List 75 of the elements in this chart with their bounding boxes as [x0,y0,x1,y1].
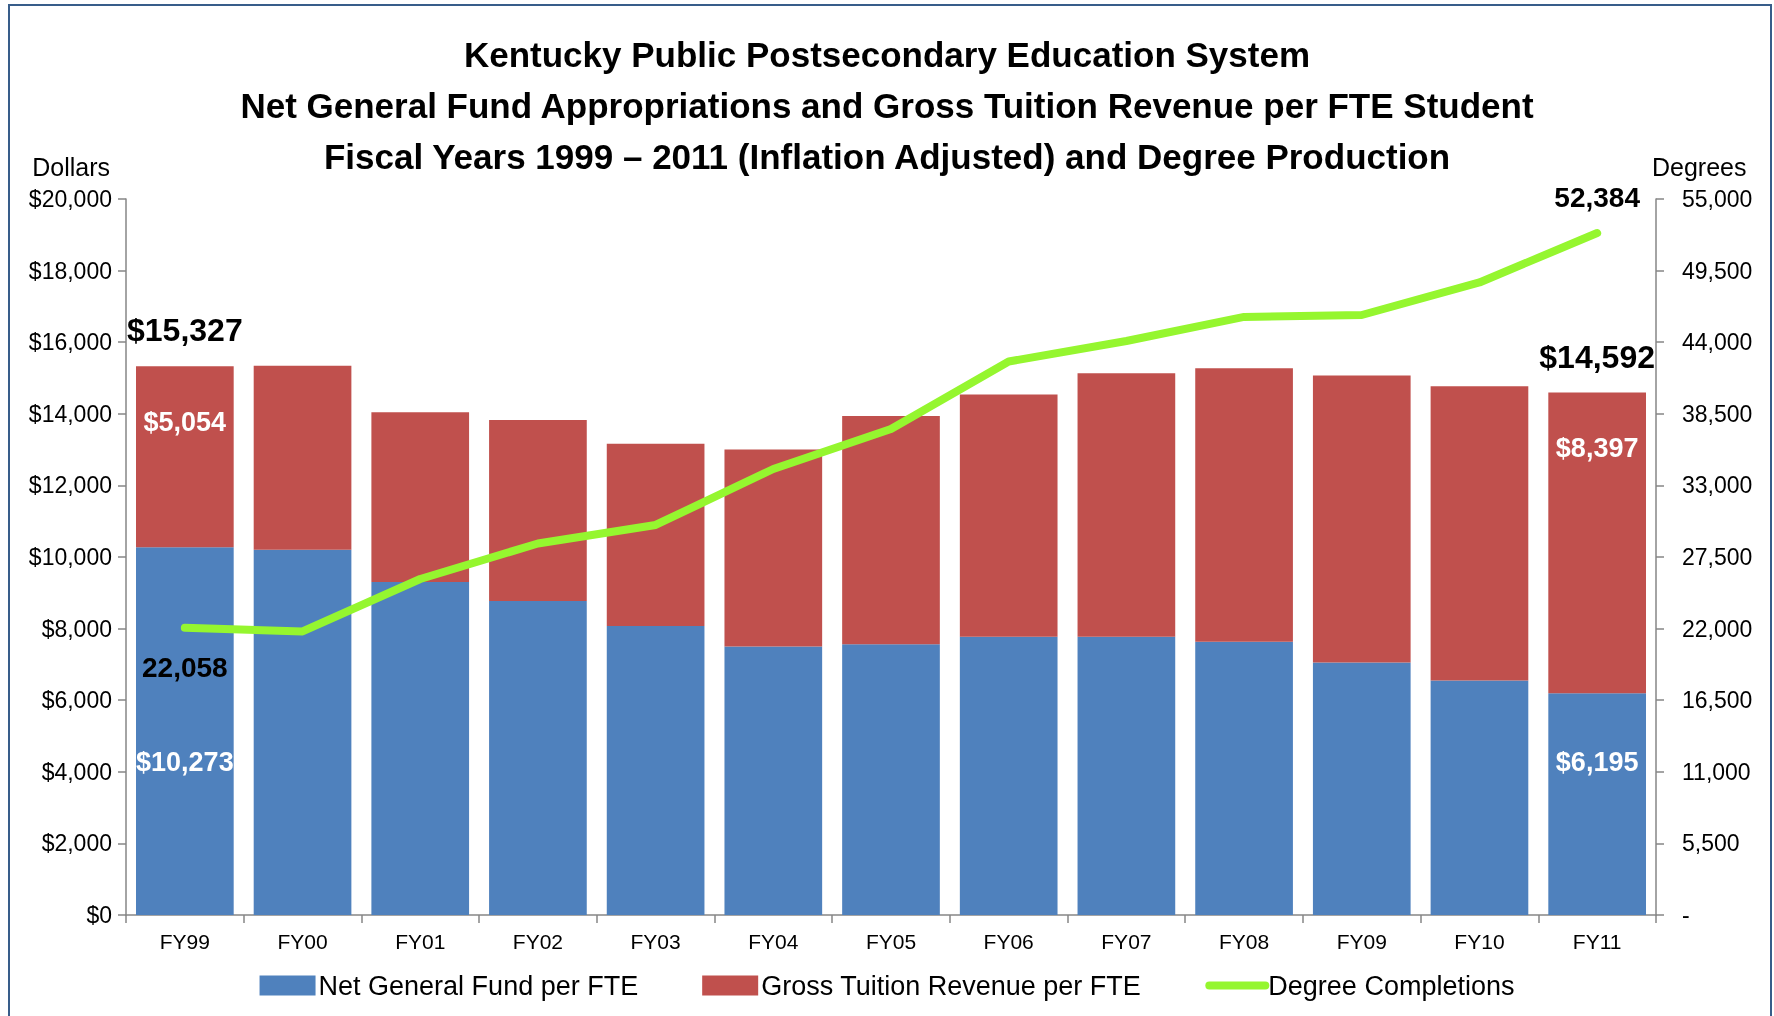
bar [606,443,705,627]
bar [959,636,1058,915]
x-tick-label: FY11 [1572,930,1622,953]
y-tick-label: $18,000 [28,257,112,284]
x-tick-label: FY99 [159,930,210,953]
total-label: $15,327 [127,312,243,349]
bar [136,547,234,915]
y-tick-label: $0 [86,902,112,928]
legend-label: Gross Tuition Revenue per FTE [761,970,1141,1001]
x-tick-label: FY06 [983,930,1034,953]
y2-tick-label: 11,000 [1682,758,1751,785]
bar [371,412,470,583]
y-tick-label: $12,000 [28,472,112,499]
bar [1548,392,1646,694]
x-tick-label: FY00 [277,930,328,953]
x-tick-label: FY09 [1336,930,1387,953]
bar [253,365,352,550]
y2-tick-label: 33,000 [1682,472,1753,499]
x-tick-label: FY01 [395,930,446,953]
x-tick-label: FY05 [865,930,917,953]
data-label: $5,054 [143,406,227,437]
data-label: 22,058 [142,652,228,684]
bar [1430,680,1529,915]
x-tick-label: FY02 [512,930,564,953]
bar [606,626,705,915]
x-tick-label: FY07 [1101,930,1152,953]
y2-tick-label: 55,000 [1682,186,1753,212]
data-label: $10,273 [136,746,234,777]
total-label: $14,592 [1539,338,1655,375]
data-label: $6,195 [1555,746,1639,777]
bar [842,415,940,645]
x-tick-label: FY04 [748,930,799,953]
y2-tick-label: 16,500 [1682,687,1753,714]
y-axis-title: Dollars [32,152,110,181]
legend-label: Net General Fund per FTE [318,970,639,1001]
y-tick-label: $8,000 [41,615,112,642]
x-tick-label: FY10 [1454,930,1505,953]
bar [1430,386,1529,681]
y2-tick-label: 38,500 [1682,400,1753,427]
y2-tick-label: 49,500 [1682,257,1753,284]
bar [724,646,823,915]
y-tick-label: $20,000 [28,186,112,212]
bar [724,449,823,647]
y-tick-label: $10,000 [28,544,112,570]
y-tick-label: $2,000 [41,830,112,857]
data-label: $8,397 [1555,433,1639,464]
bar [1312,375,1411,663]
y2-tick-label: 27,500 [1682,544,1753,570]
x-tick-label: FY03 [630,930,681,953]
bar [842,644,940,915]
y-tick-label: $14,000 [28,400,112,427]
bar [136,366,234,548]
bar [1195,368,1293,642]
bar [1548,693,1646,915]
bar [1077,373,1176,637]
bar [371,582,470,915]
chart-title: Kentucky Public Postsecondary Education System Net General Fund Appropriations and Gross Tuition Revenue per FTE Student Fiscal Years 1999 – 2011 (Inflation Adjusted) and Degree Production [240,35,1534,176]
bar [959,394,1058,637]
bar [253,549,352,915]
y-tick-label: $4,000 [41,758,112,785]
legend-label: Degree Completions [1268,970,1515,1001]
y2-axis-title: Degrees [1652,152,1747,181]
data-label: 52,384 [1554,181,1641,213]
y2-tick-label: - [1682,902,1690,928]
bar [489,419,587,602]
bar [1077,636,1176,915]
x-tick-label: FY08 [1218,930,1270,953]
bar [1312,662,1411,915]
y2-tick-label: 5,500 [1682,830,1740,857]
bar [489,601,587,915]
y-tick-label: $6,000 [41,687,112,714]
y2-tick-label: 44,000 [1682,329,1753,356]
y2-tick-label: 22,000 [1682,615,1753,642]
bar [1195,641,1293,915]
y-tick-label: $16,000 [28,329,112,356]
